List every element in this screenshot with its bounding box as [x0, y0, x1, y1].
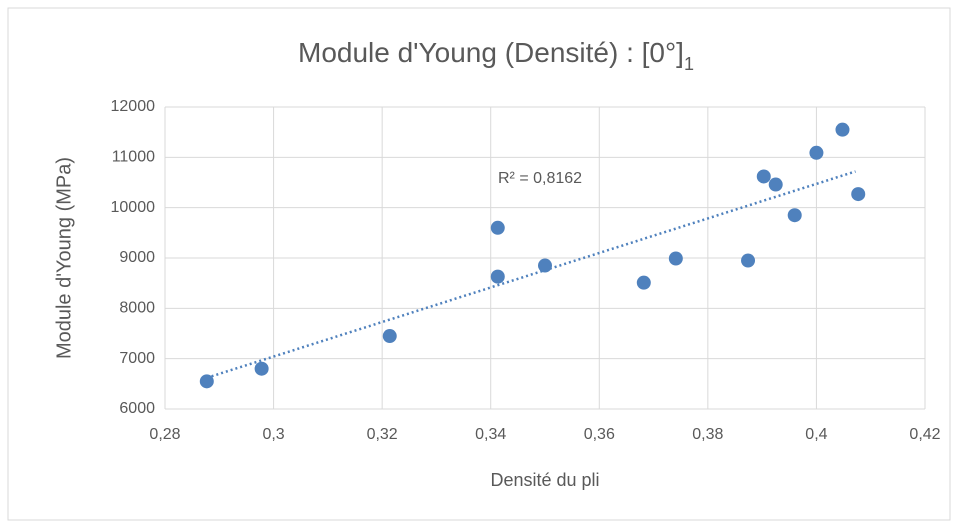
x-tick-label: 0,42 [909, 426, 940, 443]
x-tick-label: 0,32 [367, 426, 398, 443]
x-tick-label: 0,38 [692, 426, 723, 443]
point [835, 122, 850, 137]
x-tick-label: 0,34 [475, 426, 506, 443]
x-axis-label: Densité du pli [490, 470, 599, 490]
point [490, 269, 505, 284]
y-tick-label: 11000 [112, 149, 155, 166]
point [668, 251, 683, 266]
x-tick-label: 0,28 [149, 426, 180, 443]
trendline [206, 170, 856, 379]
x-tick-label: 0,4 [805, 426, 827, 443]
point [199, 374, 214, 389]
point [382, 329, 397, 344]
point [851, 187, 866, 202]
point [254, 361, 269, 376]
point [787, 208, 802, 223]
y-tick-label: 9000 [119, 249, 155, 266]
point [490, 220, 505, 235]
trendline-label: R² = 0,8162 [498, 170, 582, 187]
title-text: Module d'Young (Densité) : [0°] [298, 37, 684, 68]
y-tick-label: 7000 [119, 350, 155, 367]
y-axis-label: Module d'Young (MPa) [53, 157, 75, 359]
y-tick-label: 6000 [119, 400, 155, 417]
x-tick-label: 0,36 [584, 426, 615, 443]
y-tick-label: 8000 [119, 300, 155, 317]
y-tick-label: 12000 [111, 98, 156, 115]
point [756, 169, 771, 184]
title-subscript: 1 [684, 54, 694, 74]
x-tick-label: 0,3 [262, 426, 284, 443]
point [636, 275, 651, 290]
point [768, 177, 783, 192]
y-tick-label: 10000 [111, 199, 156, 216]
point [741, 253, 756, 268]
chart-title: Module d'Young (Densité) : [0°]1 [298, 37, 694, 73]
point [538, 258, 552, 273]
point [809, 145, 824, 160]
